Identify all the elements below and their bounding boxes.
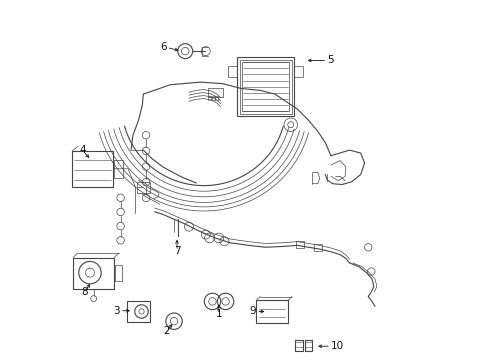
Bar: [72, 151, 113, 186]
Bar: [314, 244, 322, 251]
Bar: [242, 62, 289, 111]
Bar: [114, 160, 123, 178]
Bar: [237, 57, 294, 117]
Bar: [228, 66, 237, 77]
Bar: [208, 87, 222, 97]
Bar: [73, 257, 114, 289]
Bar: [115, 265, 122, 281]
Text: 5: 5: [327, 55, 334, 66]
Text: 8: 8: [81, 287, 88, 297]
Text: 7: 7: [173, 246, 180, 256]
Text: 9: 9: [249, 306, 256, 316]
Bar: [305, 339, 312, 351]
Bar: [256, 300, 288, 323]
Bar: [240, 60, 292, 113]
Text: 3: 3: [113, 306, 120, 316]
Bar: [216, 95, 219, 100]
Bar: [137, 182, 150, 193]
Text: 6: 6: [160, 42, 167, 53]
Text: 4: 4: [79, 145, 86, 155]
Bar: [208, 95, 211, 100]
Bar: [212, 95, 215, 100]
Text: 10: 10: [331, 341, 344, 351]
Text: 2: 2: [163, 326, 170, 336]
Bar: [127, 301, 150, 322]
Text: 1: 1: [216, 310, 222, 319]
Bar: [294, 66, 303, 77]
Bar: [295, 339, 303, 351]
Bar: [296, 241, 304, 248]
